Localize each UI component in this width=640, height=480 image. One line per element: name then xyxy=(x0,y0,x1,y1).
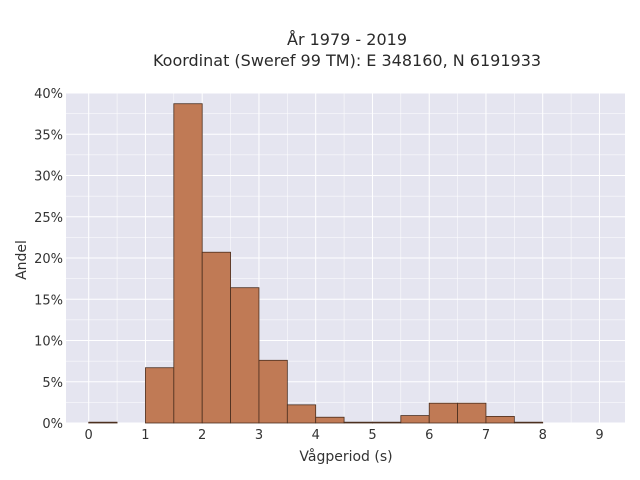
x-tick-label: 2 xyxy=(198,428,206,443)
x-tick-label: 0 xyxy=(85,428,93,443)
histogram-bar xyxy=(343,421,373,424)
x-tick-label: 6 xyxy=(425,428,433,443)
x-tick-label: 1 xyxy=(141,428,149,443)
x-axis-label: Vågperiod (s) xyxy=(299,448,392,465)
histogram-bar xyxy=(286,404,317,424)
x-tick-label: 5 xyxy=(368,428,376,443)
y-tick-label: 30% xyxy=(34,170,63,185)
y-axis-ticks: 0% 5% 10% 15% 20% 25% 30% 35% 40% xyxy=(34,87,63,432)
histogram-bar xyxy=(145,367,175,424)
x-axis-ticks: 0 1 2 3 4 5 6 7 8 9 xyxy=(85,428,604,443)
y-tick-label: 20% xyxy=(34,252,63,267)
chart-title-line-2: Koordinat (Sweref 99 TM): E 348160, N 61… xyxy=(153,51,541,70)
histogram-bar xyxy=(315,416,345,424)
histogram-bar xyxy=(485,415,515,424)
histogram-bar xyxy=(372,421,402,424)
chart-title-line-1: År 1979 - 2019 xyxy=(287,30,407,49)
histogram-bar xyxy=(88,421,118,424)
histogram-bar xyxy=(513,421,544,424)
x-tick-label: 4 xyxy=(312,428,320,443)
histogram-bar xyxy=(173,103,203,424)
histogram-bar xyxy=(258,359,288,424)
histogram-bars xyxy=(88,103,544,424)
y-tick-label: 40% xyxy=(34,87,63,102)
y-tick-label: 0% xyxy=(42,417,63,432)
histogram-bar xyxy=(230,287,260,424)
histogram-bar xyxy=(400,415,430,424)
x-tick-label: 8 xyxy=(539,428,547,443)
y-axis-label: Andel xyxy=(14,240,30,280)
histogram-bar xyxy=(428,402,458,424)
y-tick-label: 25% xyxy=(34,211,63,226)
x-tick-label: 9 xyxy=(595,428,603,443)
x-tick-label: 7 xyxy=(482,428,490,443)
y-tick-label: 15% xyxy=(34,293,63,308)
y-tick-label: 10% xyxy=(34,335,63,350)
y-tick-label: 35% xyxy=(34,128,63,143)
histogram-bar xyxy=(201,251,231,424)
x-tick-label: 3 xyxy=(255,428,263,443)
y-tick-label: 5% xyxy=(42,376,63,391)
histogram-bar xyxy=(457,402,487,424)
